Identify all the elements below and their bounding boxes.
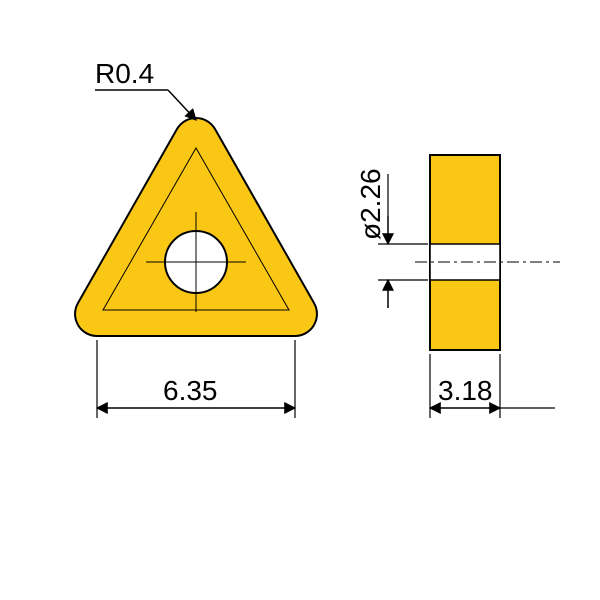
radius-callout: R0.4 bbox=[95, 58, 196, 120]
hole-dia-dimension: ø2.26 bbox=[355, 168, 428, 308]
width-label: 6.35 bbox=[163, 375, 218, 406]
hole-dia-label: ø2.26 bbox=[355, 168, 386, 240]
thickness-label: 3.18 bbox=[438, 375, 493, 406]
radius-label: R0.4 bbox=[95, 58, 154, 89]
width-dimension: 6.35 bbox=[97, 340, 295, 418]
thickness-dimension: 3.18 bbox=[430, 354, 555, 418]
side-view bbox=[415, 155, 560, 350]
front-view bbox=[75, 118, 317, 336]
drawing-canvas: R0.4 6.35 ø2.26 3.18 bbox=[0, 0, 600, 600]
